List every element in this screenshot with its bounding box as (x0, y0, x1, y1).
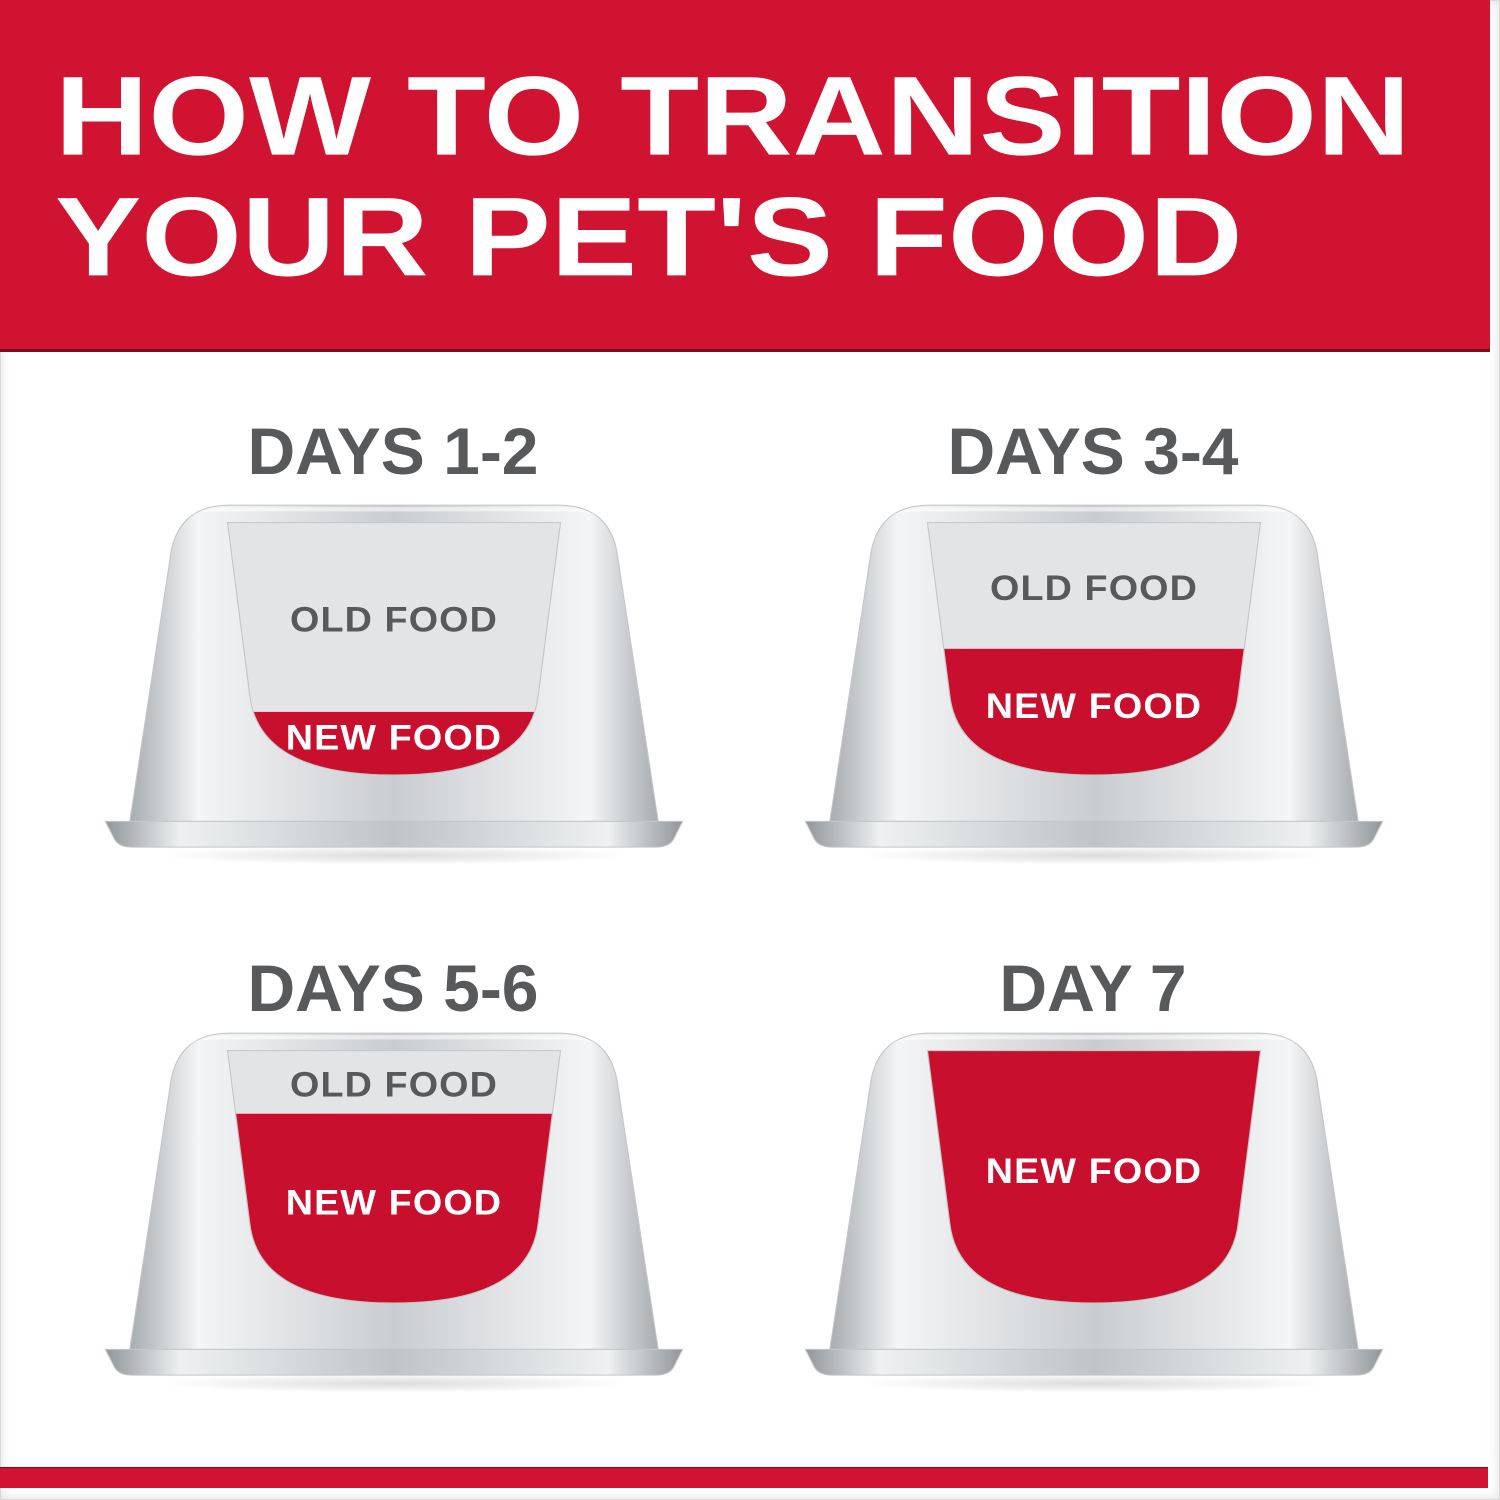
svg-text:OLD FOOD: OLD FOOD (990, 568, 1198, 607)
svg-text:OLD FOOD: OLD FOOD (290, 1065, 498, 1104)
svg-text:OLD FOOD: OLD FOOD (290, 600, 498, 639)
svg-text:NEW FOOD: NEW FOOD (985, 686, 1201, 725)
svg-text:NEW FOOD: NEW FOOD (985, 1151, 1201, 1190)
svg-text:NEW FOOD: NEW FOOD (285, 1183, 501, 1222)
svg-text:NEW FOOD: NEW FOOD (285, 718, 501, 757)
